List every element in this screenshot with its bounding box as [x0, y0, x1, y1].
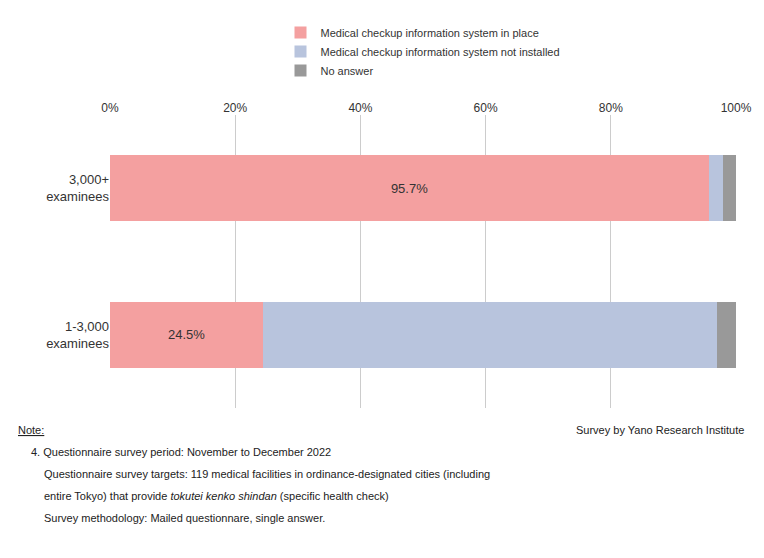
svg-text:Medical checkup information sy: Medical checkup information system in pl…	[321, 27, 539, 39]
svg-text:Survey by Yano Research Instit: Survey by Yano Research Institute	[576, 424, 744, 436]
svg-text:20%: 20%	[223, 101, 247, 115]
svg-text:No answer: No answer	[321, 65, 374, 77]
svg-text:95.7%: 95.7%	[391, 181, 428, 196]
svg-text:80%: 80%	[599, 101, 623, 115]
svg-text:entire Tokyo) that provide tok: entire Tokyo) that provide tokutei kenko…	[44, 490, 389, 502]
svg-text:24.5%: 24.5%	[168, 327, 205, 342]
svg-text:60%: 60%	[474, 101, 498, 115]
svg-text:Survey methodology: Mailed que: Survey methodology: Mailed questionnare,…	[44, 512, 325, 524]
svg-text:Questionnaire survey targets:: Questionnaire survey targets: 119 medica…	[44, 468, 490, 480]
svg-text:3,000+examinees: 3,000+examinees	[46, 172, 109, 204]
svg-text:Medical checkup information sy: Medical checkup information system not i…	[321, 46, 560, 58]
svg-text:0%: 0%	[101, 101, 119, 115]
svg-text:40%: 40%	[348, 101, 372, 115]
svg-text:Note:: Note:	[18, 424, 44, 436]
svg-text:100%: 100%	[721, 101, 752, 115]
svg-text:1-3,000examinees: 1-3,000examinees	[46, 319, 109, 351]
svg-text:4. Questionnaire survey period: 4. Questionnaire survey period: November…	[31, 446, 331, 458]
